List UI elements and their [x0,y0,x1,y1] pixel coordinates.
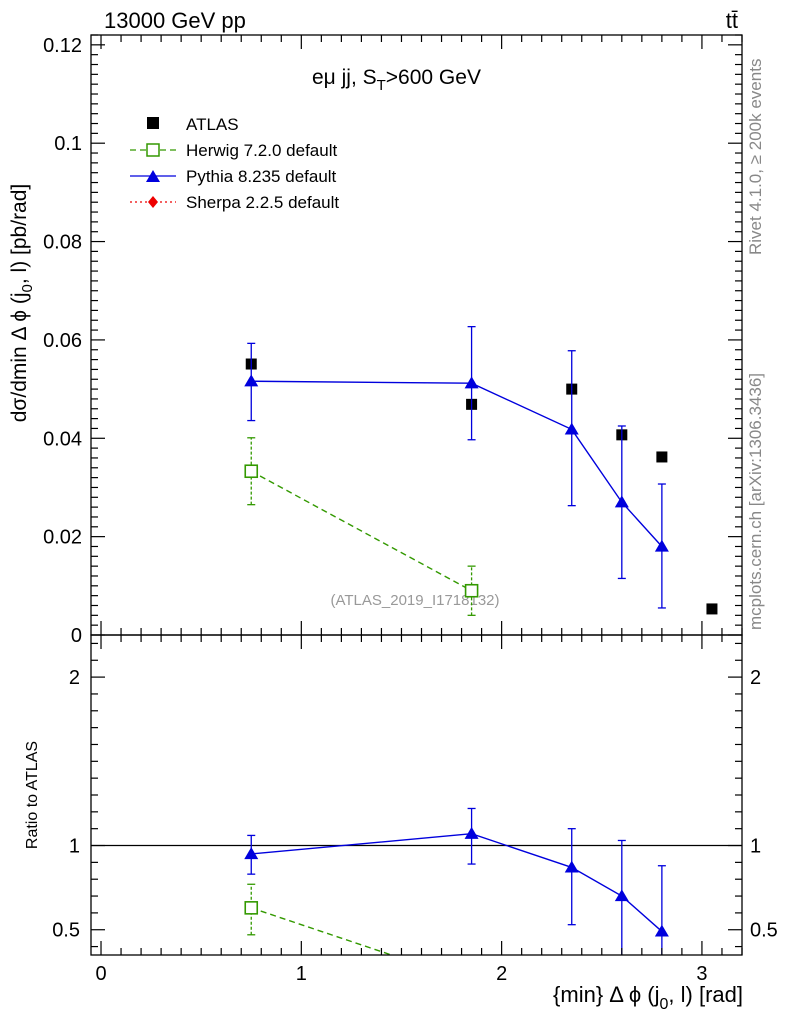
x-tick-label: 0 [95,963,106,985]
analysis-watermark: (ATLAS_2019_I1718132) [330,592,499,609]
ratio-herwig-line [251,907,394,955]
ratio-herwig-errorbar [468,965,476,999]
ratio-pythia-errorbar [617,839,626,955]
legend-marker-atlas [147,117,159,129]
main-plot-title: eμ jj, ST>600 GeV [312,66,481,94]
x-tick-label: 2 [496,963,507,985]
ratio-y-tick-label-left: 2 [69,667,80,689]
main-pythia-line [251,380,663,547]
process-label: tt̄ [726,8,738,33]
legend-label-sherpa: Sherpa 2.2.5 default [186,193,339,212]
main-y-tick-label: 0.06 [43,330,82,352]
axes-group: 0 1 2 3 0 0.02 0.04 0.06 0.08 0.1 0.12 0.5 0.5 1 1 2 2 [43,34,778,985]
ratio-pythia-errorbar [567,828,576,926]
ratio-pythia-point [564,860,579,873]
ratio-pythia-point [464,826,479,839]
ratio-pythia-point [614,889,629,902]
legend-marker-sherpa [148,196,158,208]
ratio-plot-frame [90,634,743,956]
main-herwig-errorbar [247,437,256,506]
main-herwig-errorbar [467,565,476,616]
ratio-y-tick-label-right: 1 [750,836,761,858]
main-series-group [244,325,718,616]
ratio-herwig-point [244,901,259,915]
ratio-pythia-point [244,847,259,860]
main-y-tick-label: 0.08 [43,232,82,254]
legend-label-atlas: ATLAS [186,115,239,134]
legend-marker-herwig [146,143,160,157]
energy-label: 13000 GeV pp [104,8,246,33]
ratio-pythia-line [251,833,663,932]
main-y-axis-label: dσ/dmin Δ ϕ (j0, l) [pb/rad] [8,184,36,423]
rivet-version-text: Rivet 4.1.0, ≥ 200k events [746,59,765,255]
main-pythia-point [464,376,479,389]
main-y-tick-label: 0.12 [43,35,82,57]
main-pythia-point [564,422,579,435]
ratio-y-tick-label-left: 1 [69,836,80,858]
main-herwig-point [464,583,479,598]
main-y-tick-label: 0.04 [43,428,82,450]
main-atlas-point [656,451,668,463]
ratio-pythia-point [654,924,669,937]
x-axis-label: {min} Δ ϕ (j0, l) [rad] [553,982,743,1013]
ratio-y-axis-label: Ratio to ATLAS [24,741,41,849]
ratio-y-tick-label-right: 0.5 [750,920,778,942]
mcplots-reference-text: mcplots.cern.ch [arXiv:1306.3436] [746,373,765,630]
x-tick-label: 3 [696,963,707,985]
main-y-tick-label: 0.02 [43,527,82,549]
main-atlas-point [706,603,718,615]
ratio-y-tick-label-right: 2 [750,667,761,689]
main-pythia-point [244,374,259,387]
ratio-y-tick-label-left: 0.5 [52,920,80,942]
ratio-herwig-point [466,976,478,988]
x-tick-label: 1 [296,963,307,985]
ratio-series-group [244,807,669,999]
main-pythia-point [614,495,629,508]
legend-label-herwig: Herwig 7.2.0 default [186,141,337,160]
legend: ATLAS Herwig 7.2.0 default Pythia 8.235 … [130,115,339,212]
main-y-tick-label: 0.1 [54,133,82,155]
legend-label-pythia: Pythia 8.235 default [186,167,337,186]
main-herwig-line [250,470,472,592]
legend-marker-pythia [146,170,160,182]
main-y-tick-label: 0 [71,625,82,647]
main-pythia-point [654,539,669,552]
main-herwig-point [244,464,259,479]
